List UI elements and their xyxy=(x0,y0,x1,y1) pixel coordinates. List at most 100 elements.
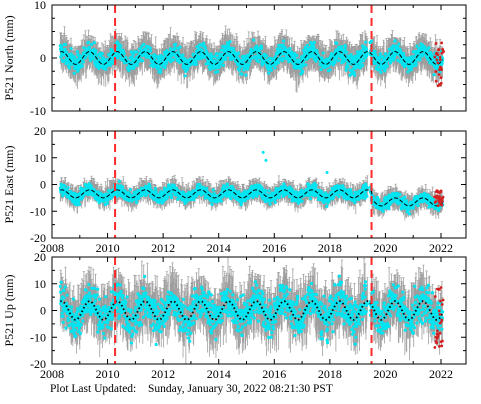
daily-point xyxy=(418,58,422,62)
daily-point xyxy=(59,45,64,49)
daily-point xyxy=(333,60,337,65)
recent-point xyxy=(438,58,442,62)
daily-point xyxy=(176,50,180,54)
daily-point xyxy=(100,51,104,56)
daily-point xyxy=(209,52,213,56)
daily-point xyxy=(218,62,223,66)
daily-point xyxy=(119,44,123,48)
panel-north: -10 0 10 P521 North (mm) xyxy=(2,0,467,118)
daily-point xyxy=(334,41,339,45)
daily-point xyxy=(293,52,297,56)
daily-point xyxy=(122,51,126,56)
daily-point xyxy=(391,44,395,48)
daily-point xyxy=(360,64,365,68)
daily-point xyxy=(183,74,187,78)
daily-point xyxy=(369,39,374,43)
daily-point xyxy=(264,54,269,58)
daily-point xyxy=(359,49,363,53)
daily-point xyxy=(63,47,67,51)
daily-point xyxy=(358,66,362,70)
daily-point xyxy=(269,68,273,72)
daily-point xyxy=(75,50,80,54)
daily-point xyxy=(415,44,419,48)
daily-point xyxy=(181,53,185,57)
daily-point xyxy=(304,63,308,67)
recent-point xyxy=(433,55,437,59)
recent-point xyxy=(440,41,444,45)
daily-point xyxy=(221,63,225,67)
daily-point xyxy=(140,59,145,63)
daily-point xyxy=(226,42,231,47)
daily-point xyxy=(426,58,430,62)
daily-point xyxy=(208,67,212,72)
daily-point xyxy=(164,61,168,65)
daily-point xyxy=(427,46,431,50)
daily-point xyxy=(223,47,227,51)
daily-point xyxy=(435,65,439,69)
daily-point xyxy=(224,55,228,59)
daily-point xyxy=(149,49,153,53)
daily-point xyxy=(290,50,294,54)
daily-point xyxy=(328,68,332,72)
recent-point xyxy=(439,81,443,85)
recent-point xyxy=(441,47,445,51)
daily-point xyxy=(288,46,292,51)
daily-point xyxy=(440,61,444,66)
daily-point xyxy=(220,59,224,64)
daily-point xyxy=(186,66,190,70)
daily-point xyxy=(438,70,442,74)
daily-point xyxy=(237,51,241,55)
y-tick-label: -10 xyxy=(30,104,46,118)
daily-point xyxy=(171,58,175,62)
daily-point xyxy=(64,50,68,54)
recent-point xyxy=(442,50,445,53)
daily-point xyxy=(273,66,277,70)
daily-point xyxy=(178,45,182,49)
daily-point xyxy=(131,52,135,57)
daily-point xyxy=(129,50,134,54)
daily-point xyxy=(212,66,217,70)
daily-point xyxy=(378,52,382,56)
daily-point xyxy=(74,58,78,62)
daily-point xyxy=(375,65,379,69)
daily-point xyxy=(174,42,178,46)
daily-point xyxy=(92,40,96,45)
daily-point xyxy=(213,54,217,59)
daily-point xyxy=(379,70,383,74)
daily-point xyxy=(340,47,344,51)
daily-point xyxy=(280,48,284,52)
daily-point xyxy=(319,67,323,72)
daily-point xyxy=(300,69,305,73)
daily-point xyxy=(276,61,281,65)
daily-point xyxy=(204,49,209,53)
daily-point xyxy=(195,45,199,49)
daily-point xyxy=(161,56,165,60)
y-tick-label: 0 xyxy=(40,51,46,65)
daily-point xyxy=(135,62,139,66)
daily-point xyxy=(255,44,259,48)
daily-point xyxy=(61,59,65,63)
daily-point xyxy=(335,55,339,59)
daily-point xyxy=(384,61,388,65)
daily-point xyxy=(345,50,349,54)
daily-point xyxy=(163,65,167,70)
daily-point xyxy=(88,58,93,63)
daily-point xyxy=(81,60,85,64)
daily-point xyxy=(194,60,198,64)
north-y-axis-label: P521 North (mm) xyxy=(2,15,16,100)
daily-point xyxy=(428,61,432,65)
daily-point xyxy=(403,56,408,60)
daily-point xyxy=(237,68,241,72)
daily-point xyxy=(399,49,403,53)
daily-point xyxy=(346,65,350,69)
daily-point xyxy=(247,63,251,67)
daily-point xyxy=(248,59,252,64)
daily-point xyxy=(111,61,115,65)
recent-point xyxy=(439,76,443,80)
daily-point xyxy=(321,51,325,55)
daily-point xyxy=(423,45,427,49)
daily-point xyxy=(168,47,172,51)
daily-point xyxy=(214,52,218,56)
daily-point xyxy=(108,63,112,67)
north-daily-points xyxy=(58,38,445,78)
